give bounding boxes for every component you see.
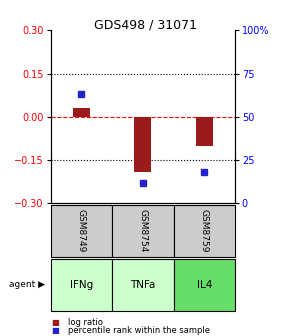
Text: agent ▶: agent ▶ [9,280,45,289]
Text: GSM8749: GSM8749 [77,209,86,253]
Text: GDS498 / 31071: GDS498 / 31071 [93,18,197,32]
Bar [134,117,151,172]
Bar [196,117,213,145]
Bar [73,108,90,117]
Text: ■: ■ [51,327,59,335]
Text: IFNg: IFNg [70,280,93,290]
Text: percentile rank within the sample: percentile rank within the sample [68,327,210,335]
Text: ■: ■ [51,318,59,327]
Text: GSM8759: GSM8759 [200,209,209,253]
Text: log ratio: log ratio [68,318,103,327]
Text: TNFa: TNFa [130,280,155,290]
Text: IL4: IL4 [197,280,212,290]
Text: GSM8754: GSM8754 [138,209,147,253]
